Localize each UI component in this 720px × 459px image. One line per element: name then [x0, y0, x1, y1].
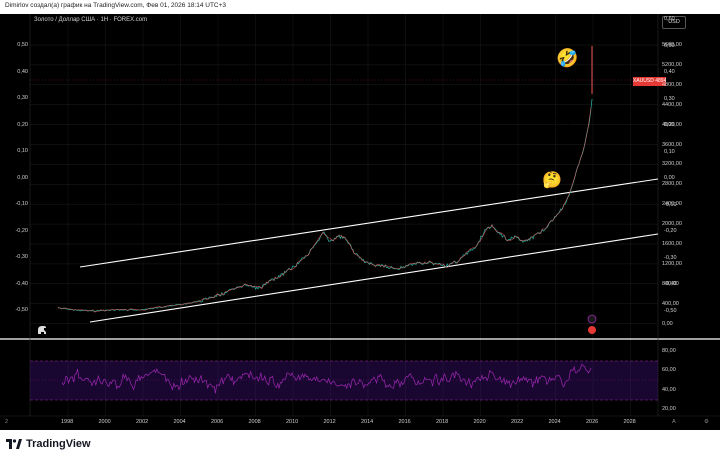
right-axis-outer-label: -0,50: [664, 307, 677, 314]
dino-logo-icon: [38, 326, 46, 334]
header-caption: Dimirlov создал(а) график на TradingView…: [5, 2, 227, 9]
left-axis-label: 0,20: [17, 121, 28, 128]
price-axis-label: 1200,00: [662, 260, 682, 267]
rsi-axis-label: 20,00: [662, 405, 676, 412]
price-line: [57, 98, 593, 313]
left-axis-label: -0,20: [15, 227, 28, 234]
rsi-line: [61, 363, 592, 394]
left-axis-label: -0,10: [15, 201, 28, 207]
right-axis-outer-label: 0,30: [664, 95, 675, 102]
left-axis-label: 0,10: [17, 148, 28, 154]
right-axis-outer-label: -0,20: [664, 228, 677, 234]
auto-scale-button[interactable]: A: [672, 419, 676, 425]
thinking-emoji: 🤔: [542, 170, 562, 189]
price-axis-label: 2400,00: [662, 201, 682, 208]
tradingview-logo[interactable]: TradingView: [6, 438, 91, 450]
price-chart[interactable]: [0, 14, 720, 430]
left-axis-label: 0,50: [17, 42, 28, 48]
event-marker-icon[interactable]: [588, 326, 596, 334]
price-axis-label: 800,00: [662, 280, 679, 287]
right-axis-outer-label: 0,10: [664, 148, 675, 155]
header-bar: Dimirlov создал(а) график на TradingView…: [0, 0, 720, 14]
price-axis-label: 3600,00: [662, 141, 682, 148]
time-axis-label: 2000: [98, 419, 111, 425]
price-axis-label: 5600,00: [662, 42, 682, 48]
left-axis-label: -0,40: [15, 280, 28, 287]
time-axis-label: 1998: [61, 419, 74, 425]
right-axis-outer-label: 0,50: [664, 42, 675, 49]
current-price-badge: XAUUSD 4894,33: [633, 77, 666, 86]
time-axis-label: 2016: [398, 419, 411, 425]
time-axis-label: 2022: [511, 419, 524, 425]
surprised-emoji: 😯: [552, 114, 571, 135]
price-axis-label: 4000,00: [662, 121, 682, 128]
price-axis-label: 2800,00: [662, 181, 682, 188]
rsi-axis-label: 80,00: [662, 348, 676, 354]
rsi-axis-label: 40,00: [662, 386, 676, 393]
price-axis-label: 400,00: [662, 300, 679, 307]
tradingview-logo-icon: [6, 439, 22, 449]
bottom-left-marker[interactable]: 2: [5, 419, 9, 425]
right-axis-outer-label: -0,30: [664, 254, 677, 261]
time-axis-label: 2006: [211, 419, 224, 425]
settings-gear-icon[interactable]: ⚙: [704, 419, 709, 425]
currency-button[interactable]: USD: [662, 16, 686, 29]
price-axis-label: 2000,00: [662, 221, 682, 228]
time-axis-label: 2018: [436, 419, 449, 425]
time-axis-label: 2020: [473, 419, 486, 425]
right-axis-outer-label: 0,20: [664, 122, 675, 128]
tradingview-logo-text: TradingView: [26, 438, 91, 450]
right-axis-outer-label: 0,60: [664, 16, 675, 22]
channel-lower-line[interactable]: [89, 233, 659, 323]
time-axis-label: 2024: [548, 419, 561, 425]
time-axis-label: 2014: [361, 419, 374, 425]
time-axis-label: 2008: [248, 419, 261, 425]
instrument-label: Золото / Доллар США · 1Н · FOREX.com: [34, 17, 148, 23]
footer-bar: [0, 430, 720, 459]
rsi-axis-label: 60,00: [662, 367, 676, 374]
time-axis-label: 2010: [286, 419, 299, 425]
time-axis-label: 2002: [136, 419, 149, 425]
chart-frame[interactable]: [0, 14, 720, 430]
left-axis-label: -0,30: [15, 254, 28, 260]
left-axis-label: 0,30: [17, 95, 28, 101]
time-axis-label: 2028: [623, 419, 636, 425]
price-axis-label: 0,00: [662, 320, 673, 327]
rsi-band: [30, 361, 658, 400]
time-axis-label: 2004: [173, 419, 186, 425]
right-axis-outer-label: 0,00: [664, 175, 675, 181]
left-axis-label: -0,50: [15, 307, 28, 313]
right-axis-outer-label: -0,10: [664, 201, 677, 208]
right-axis-outer-label: -0,40: [664, 281, 677, 287]
price-axis-label: 1600,00: [662, 241, 682, 247]
price-axis-label: 4400,00: [662, 101, 682, 108]
channel-upper-line[interactable]: [79, 178, 659, 268]
rolling-laughing-emoji: 🤣: [556, 48, 579, 69]
price-axis-label: 3200,00: [662, 161, 682, 168]
time-axis-label: 2012: [323, 419, 336, 425]
left-axis-label: 0,40: [17, 68, 28, 75]
price-axis-label: 4800,00: [662, 81, 682, 88]
right-axis-outer-label: 0,40: [664, 69, 675, 75]
dividend-marker-icon[interactable]: [587, 314, 597, 324]
left-axis-label: 0,00: [17, 174, 28, 181]
time-axis-label: 2026: [586, 419, 599, 425]
price-grid: [30, 14, 658, 416]
price-axis-label: 5200,00: [662, 61, 682, 68]
price-line-down: [57, 107, 592, 313]
